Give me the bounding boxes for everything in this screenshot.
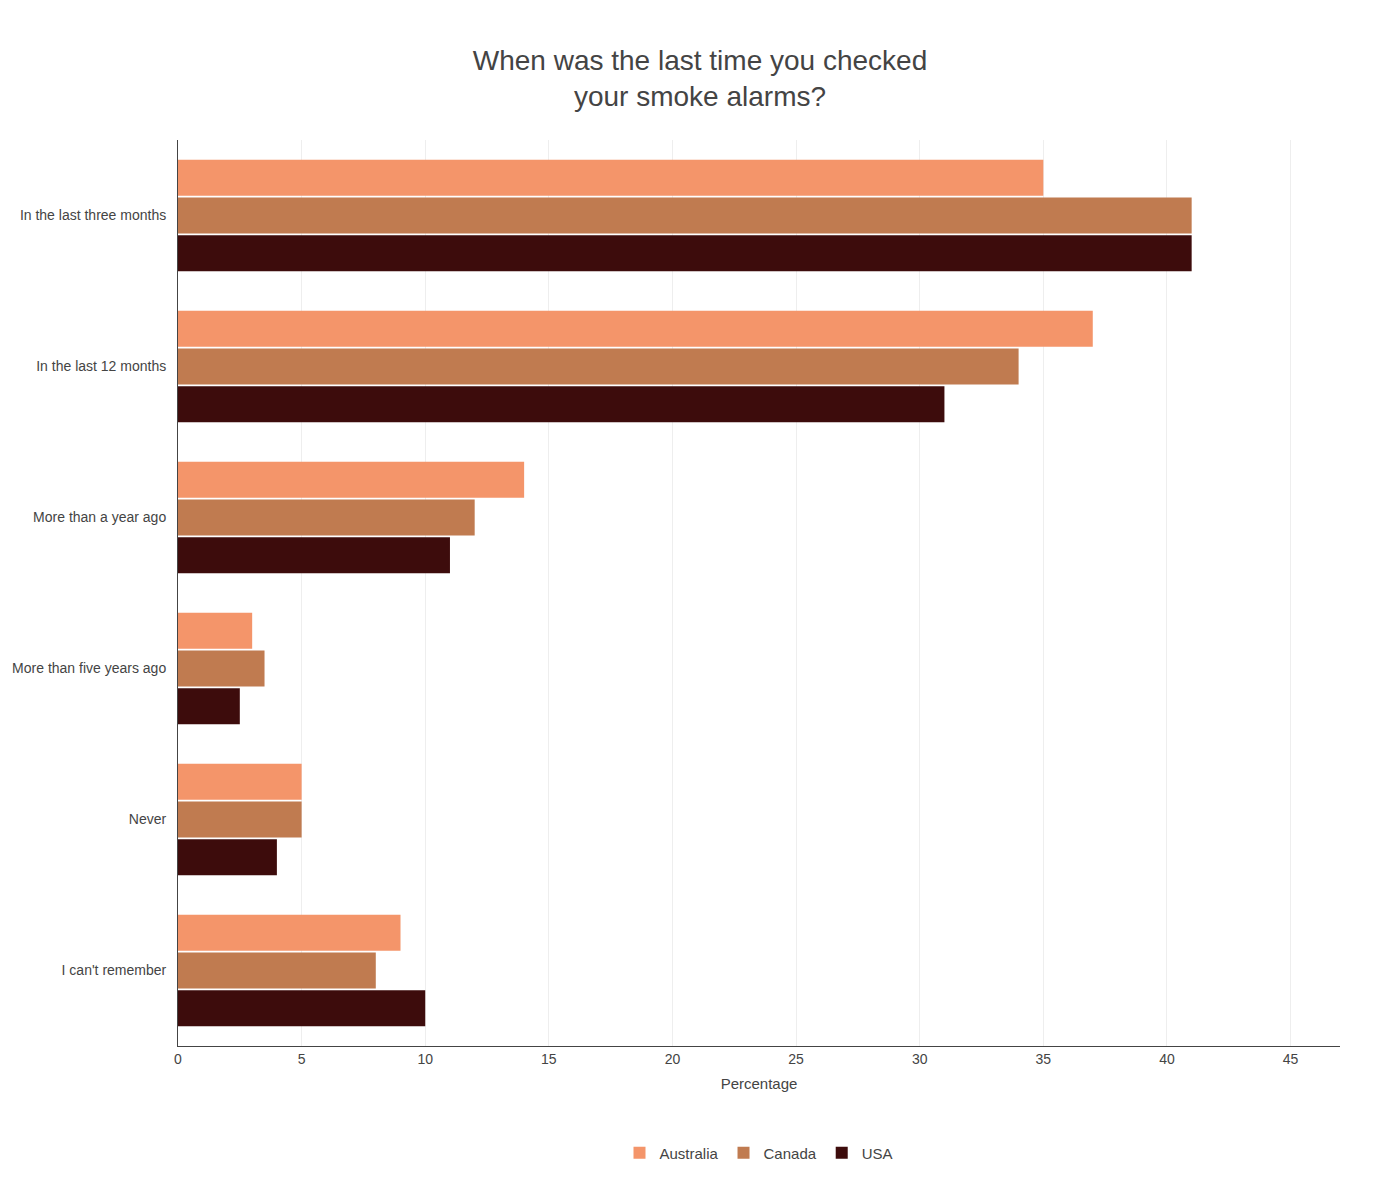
- svg-text:In the last three months: In the last three months: [20, 207, 166, 223]
- svg-text:Percentage: Percentage: [721, 1075, 798, 1092]
- svg-text:More than five years ago: More than five years ago: [12, 660, 166, 676]
- svg-text:USA: USA: [862, 1145, 893, 1162]
- svg-text:25: 25: [788, 1051, 804, 1067]
- svg-text:0: 0: [174, 1051, 182, 1067]
- svg-text:10: 10: [417, 1051, 433, 1067]
- svg-text:15: 15: [541, 1051, 557, 1067]
- svg-text:In the last 12 months: In the last 12 months: [36, 358, 166, 374]
- svg-text:Canada: Canada: [764, 1145, 817, 1162]
- svg-text:40: 40: [1159, 1051, 1175, 1067]
- svg-text:I can't remember: I can't remember: [62, 962, 167, 978]
- svg-text:When was the last time you che: When was the last time you checkedyour s…: [473, 45, 927, 112]
- svg-text:5: 5: [298, 1051, 306, 1067]
- svg-text:20: 20: [665, 1051, 681, 1067]
- svg-text:30: 30: [912, 1051, 928, 1067]
- svg-text:More than a year ago: More than a year ago: [33, 509, 166, 525]
- svg-text:35: 35: [1036, 1051, 1052, 1067]
- svg-text:Australia: Australia: [660, 1145, 719, 1162]
- svg-text:45: 45: [1283, 1051, 1299, 1067]
- svg-text:Never: Never: [129, 811, 167, 827]
